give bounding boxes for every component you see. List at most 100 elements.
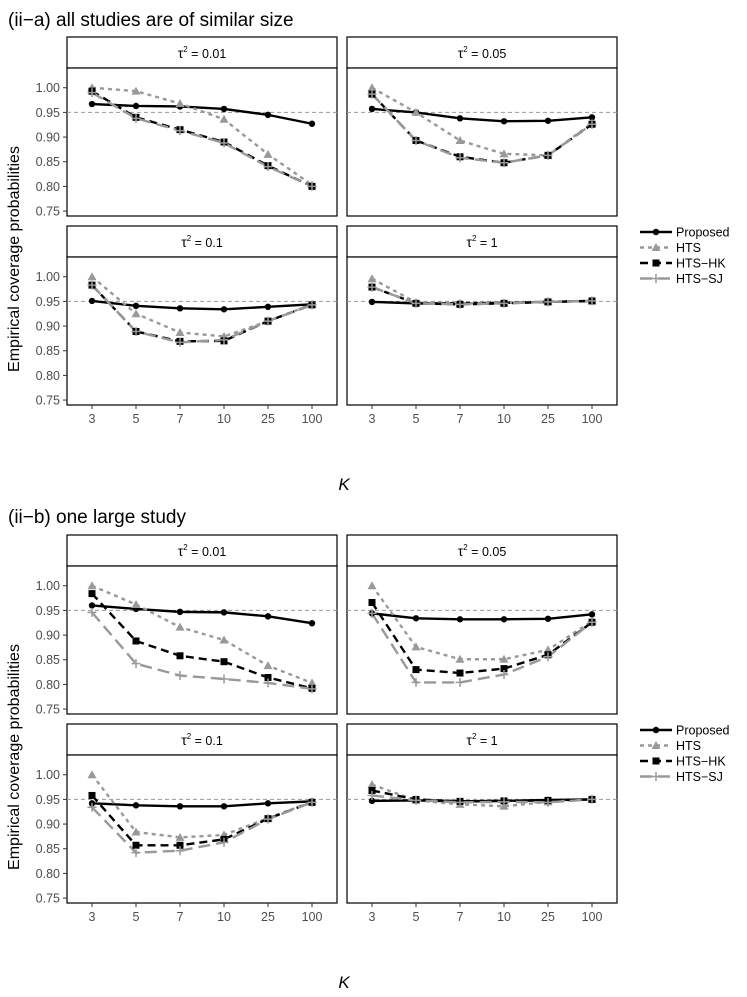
data-point-hts-sj [411,298,421,308]
legend-marker [652,726,660,734]
y-tick-label: 0.80 [36,180,60,194]
panel-b-0-01: τ2 = 0.01 0.75 0.80 0.85 0.90 0.95 1.00 [36,534,338,717]
data-point-hts-sj [455,797,465,807]
figure-b-y-axis-label: Empirical coverage probabilities [6,644,23,870]
legend-item-hts-sj: HTS−SJ [640,770,723,784]
data-point-proposed [264,303,272,311]
data-point-hts-sj [131,848,141,858]
data-point-hts-sj [219,674,229,684]
x-tick-label: 7 [177,412,184,426]
data-point-hts [175,832,185,841]
x-tick-label: 3 [89,412,96,426]
y-tick-label: 0.90 [36,818,60,832]
x-tick-label: 3 [369,910,376,924]
legend-marker [652,259,660,267]
data-point-proposed [500,118,508,125]
data-point-hts-sj [499,797,509,807]
plot-frame [346,754,618,904]
data-point-proposed [220,803,228,810]
legend-label: HTS−HK [676,257,726,271]
series-line-hts [91,86,313,186]
legend-label: HTS [676,241,701,255]
data-point-hts [499,654,509,663]
data-point-hts [367,274,377,283]
series-line-hts [371,585,593,661]
data-point-hts [219,635,229,644]
data-point-hts-sj [587,617,597,627]
facet-label: τ2 = 0.05 [458,543,507,559]
data-point-hts-hk [368,787,376,795]
x-tick-label: 25 [261,412,275,426]
data-point-proposed [176,305,184,312]
data-point-hts-sj [219,837,229,847]
panel-a-0-05: τ2 = 0.05 [346,36,618,217]
y-tick-label: 0.80 [36,369,60,383]
x-tick-label: 3 [89,910,96,924]
data-point-hts-sj [263,316,273,326]
data-point-hts-sj [87,88,97,98]
data-point-proposed [132,102,140,110]
legend-label: HTS−SJ [676,770,723,784]
legend-label: Proposed [676,724,730,738]
y-tick-label: 0.75 [36,394,60,408]
facet-strip [66,36,338,69]
data-point-proposed [176,608,184,616]
series-line-proposed [91,604,313,625]
data-point-hts [455,136,465,145]
x-tick-label: 10 [217,910,231,924]
data-point-hts-sj [587,119,597,129]
plot-frame [66,256,338,406]
y-tick-label: 0.80 [36,867,60,881]
x-tick-label: 7 [457,412,464,426]
y-tick-label: 0.75 [36,703,60,717]
panel-a-1: τ2 = 1 3 5 7 10 25 100 [346,225,618,426]
series-line-hts-hk [370,601,593,675]
data-point-proposed [368,797,376,805]
data-point-proposed [500,616,508,623]
x-tick-label: 100 [582,910,603,924]
data-point-hts-hk [264,673,272,681]
data-point-hts-hk [456,669,464,677]
facet-label: τ2 = 1 [466,732,497,748]
figure-b-x-axis-label: K [338,973,350,992]
x-tick-label: 3 [369,412,376,426]
facet-label: τ2 = 1 [466,234,497,250]
data-point-proposed [264,613,272,620]
data-point-proposed [220,105,228,113]
data-point-proposed [88,100,96,108]
data-point-hts-sj [263,678,273,688]
plot-frame [346,565,618,715]
legend-item-hts-hk: HTS−HK [640,257,726,271]
x-tick-label: 25 [261,910,275,924]
data-point-hts-sj [367,608,377,618]
facet-strip [346,225,618,258]
data-point-hts-sj [131,326,141,336]
data-point-hts-sj [263,162,273,172]
data-point-proposed [368,105,376,113]
x-tick-label: 10 [217,412,231,426]
legend-marker [651,772,661,781]
data-point-hts-sj [367,282,377,292]
data-point-proposed [368,298,376,306]
data-point-hts [263,149,273,158]
series-line-hts-sj [371,285,593,306]
data-point-hts-hk [176,841,184,849]
data-point-hts-sj [411,677,421,687]
series-line-hts-sj [91,801,313,854]
panel-b-0-1: τ2 = 0.1 0.75 0.80 0.85 0.90 0.95 1.00 3 5 7 10 25 1… [36,723,338,924]
panel-a-0-01: τ2 = 0.01 0.75 0.80 0.85 0.90 0.95 1.00 [36,36,338,219]
data-point-hts-hk [88,791,96,799]
legend-item-hts: HTS [640,739,701,753]
data-point-hts-sj [131,113,141,123]
data-point-hts [131,86,141,95]
figure-a-x-axis-label: K [338,475,350,494]
data-point-proposed [264,111,272,119]
data-point-proposed [456,115,464,122]
legend-marker [652,757,660,765]
legend-item-proposed: Proposed [640,724,730,738]
data-point-hts-hk [132,841,140,849]
data-point-hts [367,780,377,789]
y-tick-label: 0.85 [36,653,60,667]
